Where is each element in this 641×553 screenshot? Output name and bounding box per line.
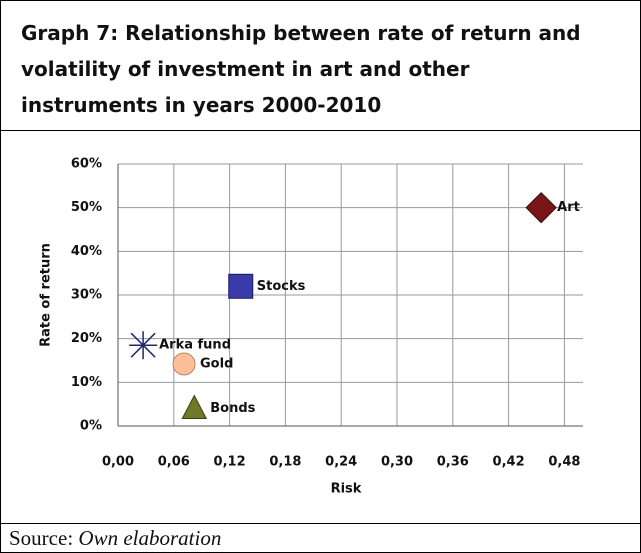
y-tick-label: 50%: [71, 200, 102, 215]
x-axis-label: Risk: [331, 482, 362, 497]
point: [525, 191, 557, 224]
point: [172, 352, 196, 376]
source-box: Source: Own elaboration: [1, 523, 640, 552]
x-tick-label: 0,42: [493, 455, 525, 470]
data-label: Gold: [200, 356, 233, 371]
x-tick-label: 0,12: [214, 455, 246, 470]
y-tick-label: 40%: [71, 244, 102, 259]
x-tick-label: 0,00: [102, 455, 134, 470]
x-tick-label: 0,30: [381, 455, 413, 470]
data-label: Arka fund: [159, 338, 231, 353]
data-label: Art: [557, 200, 580, 215]
y-tick-label: 0%: [80, 419, 102, 434]
point: [129, 331, 158, 360]
title-box: Graph 7: Relationship between rate of re…: [1, 1, 640, 131]
data-label: Bonds: [210, 401, 255, 416]
y-tick-label: 10%: [71, 375, 102, 390]
x-tick-label: 0,06: [158, 455, 190, 470]
chart-title: Graph 7: Relationship between rate of re…: [21, 21, 581, 117]
point: [228, 273, 254, 299]
x-tick-label: 0,18: [269, 455, 301, 470]
y-tick-label: 20%: [71, 331, 102, 346]
x-tick-label: 0,48: [548, 455, 580, 470]
x-tick-label: 0,36: [437, 455, 469, 470]
y-tick-label: 60%: [71, 157, 102, 172]
source-text: Own elaboration: [78, 526, 222, 550]
x-tick-label: 0,24: [325, 455, 357, 470]
chart: 0% 10% 20% 30% 40% 50% 60% 0,00 0,06 0,12 0,18 0,24…: [39, 157, 583, 497]
data-label: Stocks: [257, 279, 306, 294]
y-tick-label: 30%: [71, 288, 102, 303]
y-axis-label: Rate of return: [39, 243, 54, 347]
point: [181, 394, 208, 420]
source-label: Source:: [9, 526, 74, 550]
